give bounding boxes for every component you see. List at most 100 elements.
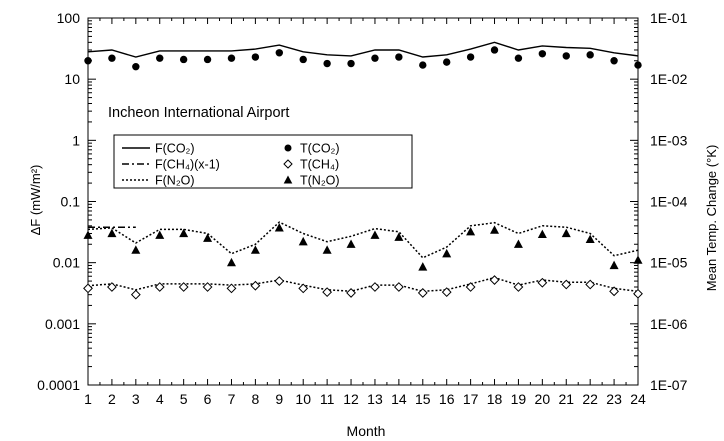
point-tco2 (156, 54, 164, 62)
x-tick-label: 1 (84, 391, 92, 407)
point-tn2o (83, 230, 93, 239)
point-tco2 (490, 46, 499, 54)
point-tn2o (513, 239, 523, 248)
series-markers (83, 46, 643, 300)
point-tco2 (108, 54, 116, 62)
x-axis-label: Month (347, 423, 386, 439)
x-tick-label: 24 (630, 391, 646, 407)
point-tn2o (537, 229, 547, 238)
x-tick-label: 9 (275, 391, 283, 407)
point-tch4 (537, 277, 548, 288)
point-tn2o (226, 257, 236, 267)
point-tch4 (274, 276, 285, 286)
y-tick-label-left: 10 (64, 71, 80, 87)
point-tco2 (371, 54, 379, 62)
point-tco2 (203, 55, 212, 64)
point-tch4 (633, 288, 643, 299)
y-tick-label-right: 1E-06 (650, 316, 688, 332)
point-tco2 (419, 61, 427, 69)
series-line-0 (87, 41, 639, 58)
y-tick-label-right: 1E-07 (650, 377, 688, 393)
legend-box (113, 134, 413, 189)
y-tick-label-left: 0.001 (45, 316, 80, 332)
x-tick-label: 18 (487, 391, 503, 407)
point-tch4 (107, 282, 117, 292)
point-tn2o (490, 225, 500, 234)
x-tick-label: 8 (251, 391, 259, 407)
y-tick-label-right: 1E-01 (650, 10, 688, 26)
plot-frame (87, 17, 639, 386)
point-tco2 (395, 53, 403, 61)
series-line-2 (87, 276, 639, 293)
chart-annotation: Incheon International Airport (108, 105, 289, 121)
y-tick-label-left: 100 (57, 10, 81, 26)
point-tch4 (370, 282, 380, 292)
x-tick-label: 2 (108, 391, 116, 407)
x-tick-label: 16 (439, 391, 455, 407)
y-tick-label-right: 1E-02 (650, 71, 688, 87)
point-tch4 (346, 288, 356, 298)
point-tn2o (585, 234, 595, 244)
y-tick-label-left: 0.0001 (37, 377, 80, 393)
y-tick-label-right: 1E-05 (650, 255, 688, 271)
legend-label: F(CO₂) (155, 142, 195, 156)
point-tco2 (251, 53, 260, 61)
point-tn2o (131, 245, 141, 254)
x-tick-label: 13 (367, 391, 383, 407)
y-tick-label-left: 1 (72, 132, 80, 148)
point-tco2 (634, 61, 642, 69)
x-tick-label: 5 (180, 391, 188, 407)
point-tch4 (83, 283, 93, 294)
point-tn2o (394, 232, 404, 241)
point-tn2o (466, 226, 476, 236)
point-tch4 (441, 287, 452, 298)
legend-label: T(N₂O) (300, 174, 340, 188)
point-tch4 (561, 279, 572, 290)
point-tch4 (489, 275, 500, 285)
point-tn2o (609, 260, 619, 270)
x-tick-label: 21 (558, 391, 574, 407)
legend-marker (283, 175, 293, 184)
y-tick-label-right: 1E-03 (650, 132, 688, 148)
point-tch4 (322, 287, 333, 298)
point-tch4 (202, 282, 213, 292)
point-tn2o (418, 262, 428, 271)
x-tick-label: 15 (415, 391, 431, 407)
series-line-3 (87, 221, 639, 259)
point-tn2o (298, 236, 308, 246)
legend-label: F(CH₄)(x-1) (155, 158, 220, 172)
point-tco2 (538, 50, 547, 58)
point-tco2 (442, 58, 451, 66)
point-tn2o (633, 255, 643, 264)
point-tch4 (130, 289, 141, 300)
point-tn2o (322, 245, 332, 254)
x-tick-label: 23 (606, 391, 622, 407)
y-axis-label-right: Mean Temp. Change (°K) (704, 145, 719, 292)
point-tch4 (154, 282, 165, 292)
axis-ticks: 1 2 3 4 5 6 7 8 9 10 11 12 13 14 15 16 17 18 19 20 21 22 23 240… (37, 10, 687, 407)
y-tick-label-right: 1E-04 (650, 194, 688, 210)
legend-marker (284, 144, 292, 152)
point-tn2o (179, 228, 189, 238)
point-tco2 (179, 55, 188, 64)
x-tick-label: 17 (463, 391, 479, 407)
legend: F(CO₂) F(CH₄)(x-1) F(N₂O) T(CO₂) T(CH₄) T(N₂O… (113, 134, 413, 189)
point-tch4 (226, 283, 237, 294)
point-tco2 (227, 54, 236, 62)
series-lines (87, 41, 639, 293)
point-tn2o (274, 223, 284, 232)
point-tn2o (250, 245, 260, 254)
point-tco2 (514, 54, 523, 62)
x-tick-label: 11 (320, 391, 335, 407)
point-tch4 (250, 280, 261, 291)
x-tick-label: 12 (343, 391, 359, 407)
point-tco2 (132, 62, 140, 71)
legend-marker (283, 159, 293, 169)
x-tick-label: 4 (156, 391, 164, 407)
point-tco2 (323, 59, 331, 68)
point-tn2o (346, 239, 356, 248)
point-tco2 (610, 57, 618, 65)
x-tick-label: 7 (228, 391, 236, 407)
point-tch4 (178, 282, 189, 292)
